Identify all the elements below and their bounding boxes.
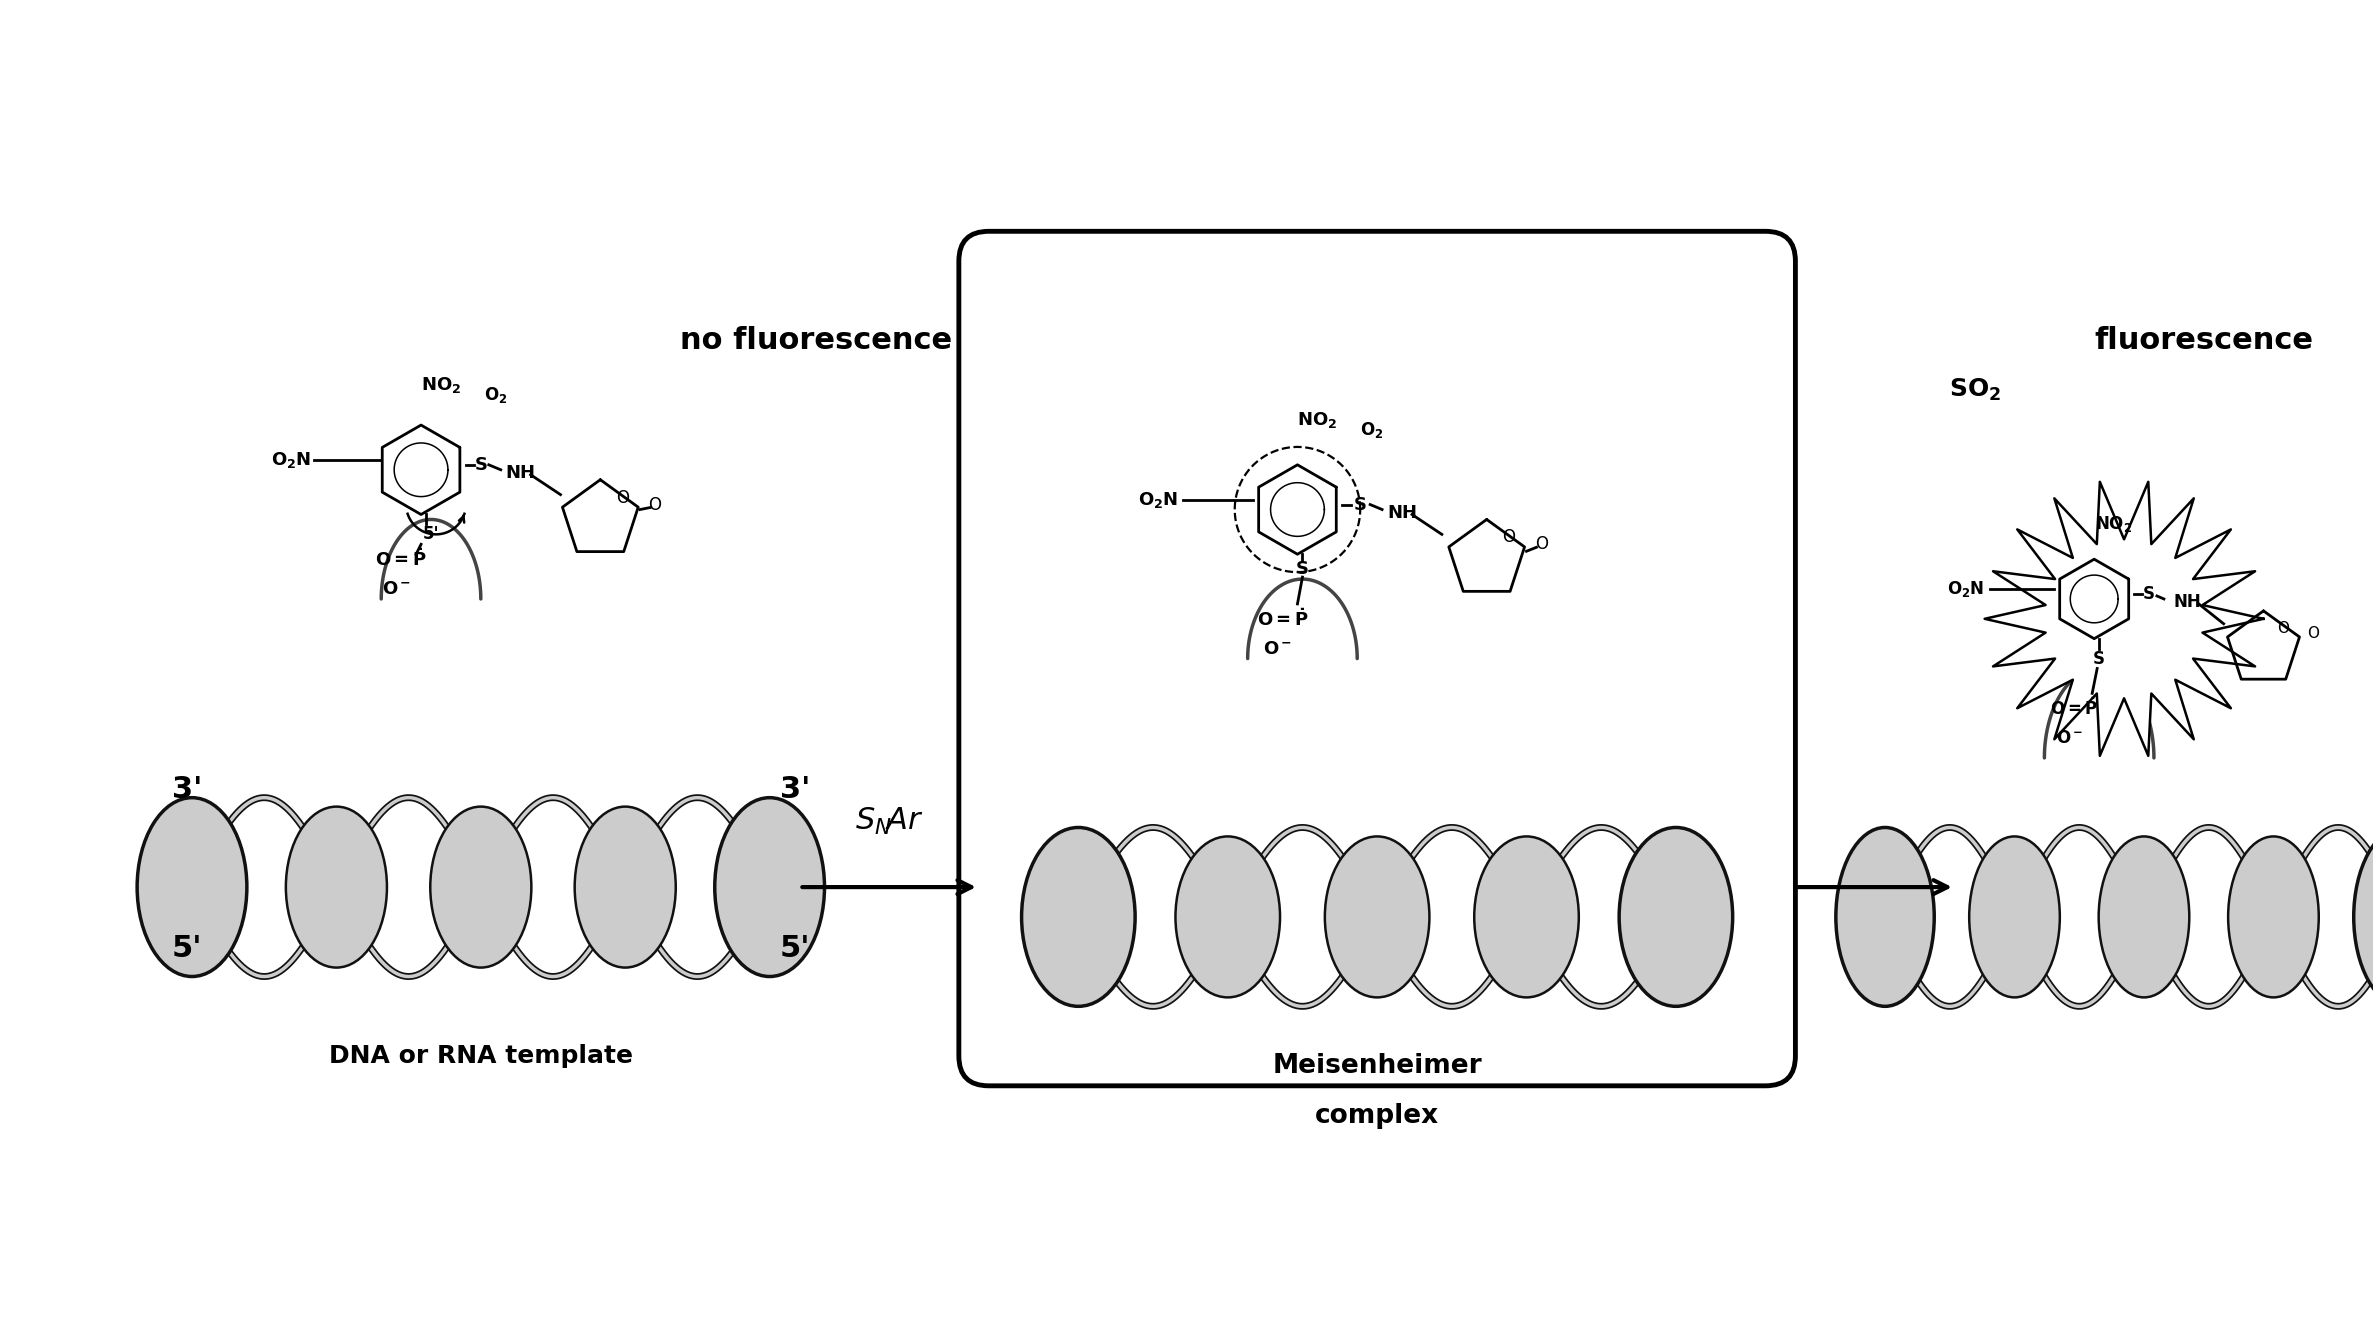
Text: S: S: [2143, 586, 2154, 603]
Text: NH: NH: [1386, 504, 1417, 521]
Text: S: S: [1296, 560, 1308, 578]
Ellipse shape: [716, 798, 825, 976]
Ellipse shape: [1841, 837, 1931, 997]
Ellipse shape: [2228, 837, 2319, 997]
Text: O: O: [2278, 622, 2290, 636]
Text: no fluorescence: no fluorescence: [680, 326, 951, 356]
Ellipse shape: [285, 806, 388, 968]
Ellipse shape: [430, 806, 530, 968]
Text: $\mathbf{NO_2}$: $\mathbf{NO_2}$: [2095, 515, 2133, 535]
Ellipse shape: [718, 806, 820, 968]
Text: S: S: [1353, 496, 1367, 513]
Text: O: O: [616, 488, 628, 507]
Text: $\mathbf{O_2N}$: $\mathbf{O_2N}$: [271, 449, 312, 469]
Text: 5': 5': [171, 933, 202, 963]
Ellipse shape: [1175, 837, 1279, 997]
Text: DNA or RNA template: DNA or RNA template: [328, 1044, 633, 1068]
Text: O: O: [649, 496, 661, 513]
Text: $\mathbf{O_2N}$: $\mathbf{O_2N}$: [1137, 489, 1177, 509]
Text: $S_N\!Ar$: $S_N\!Ar$: [856, 806, 923, 837]
Text: $\mathbf{NO_2}$: $\mathbf{NO_2}$: [421, 376, 461, 396]
Ellipse shape: [1474, 837, 1579, 997]
Text: complex: complex: [1315, 1103, 1439, 1128]
Text: S: S: [2093, 650, 2105, 667]
Ellipse shape: [1969, 837, 2059, 997]
Ellipse shape: [1025, 837, 1130, 997]
Text: $\mathbf{O{=}\dot{P}}$: $\mathbf{O{=}\dot{P}}$: [1256, 608, 1308, 630]
Ellipse shape: [1624, 837, 1729, 997]
Text: $\mathbf{O^-}$: $\mathbf{O^-}$: [1263, 639, 1291, 658]
Text: $\mathbf{SO_2}$: $\mathbf{SO_2}$: [1948, 377, 2000, 404]
Text: $\mathbf{O^-}$: $\mathbf{O^-}$: [380, 580, 411, 598]
Text: S: S: [473, 456, 487, 473]
Text: NH: NH: [2173, 592, 2202, 611]
Text: $\mathbf{O_2}$: $\mathbf{O_2}$: [1360, 420, 1384, 440]
Text: O: O: [2307, 626, 2319, 642]
Text: NH: NH: [507, 464, 535, 481]
Ellipse shape: [2354, 828, 2378, 1007]
Text: Meisenheimer: Meisenheimer: [1272, 1054, 1481, 1079]
Polygon shape: [1986, 481, 2264, 755]
Text: 3': 3': [780, 774, 811, 804]
Ellipse shape: [1619, 828, 1734, 1007]
Text: 5': 5': [780, 933, 811, 963]
Ellipse shape: [1023, 828, 1134, 1007]
Text: 3': 3': [171, 774, 202, 804]
Text: $\mathbf{O^-}$: $\mathbf{O^-}$: [2055, 729, 2083, 747]
Ellipse shape: [1325, 837, 1429, 997]
Text: fluorescence: fluorescence: [2095, 326, 2314, 356]
Ellipse shape: [1836, 828, 1933, 1007]
Text: $\mathbf{O{=}\dot{P}}$: $\mathbf{O{=}\dot{P}}$: [376, 548, 428, 570]
Text: $\mathbf{O{=}\dot{P}}$: $\mathbf{O{=}\dot{P}}$: [2050, 698, 2097, 719]
Ellipse shape: [2100, 837, 2190, 997]
Text: $\mathbf{O_2N}$: $\mathbf{O_2N}$: [1948, 579, 1986, 599]
Text: $\mathbf{NO_2}$: $\mathbf{NO_2}$: [1298, 410, 1336, 431]
Text: $\mathbf{O_2}$: $\mathbf{O_2}$: [485, 385, 507, 405]
Text: 5': 5': [423, 525, 440, 543]
Ellipse shape: [2357, 837, 2378, 997]
Text: O: O: [1534, 535, 1548, 554]
FancyBboxPatch shape: [958, 231, 1795, 1086]
Text: O: O: [1503, 528, 1515, 547]
Ellipse shape: [575, 806, 675, 968]
Ellipse shape: [140, 806, 243, 968]
Ellipse shape: [138, 798, 247, 976]
